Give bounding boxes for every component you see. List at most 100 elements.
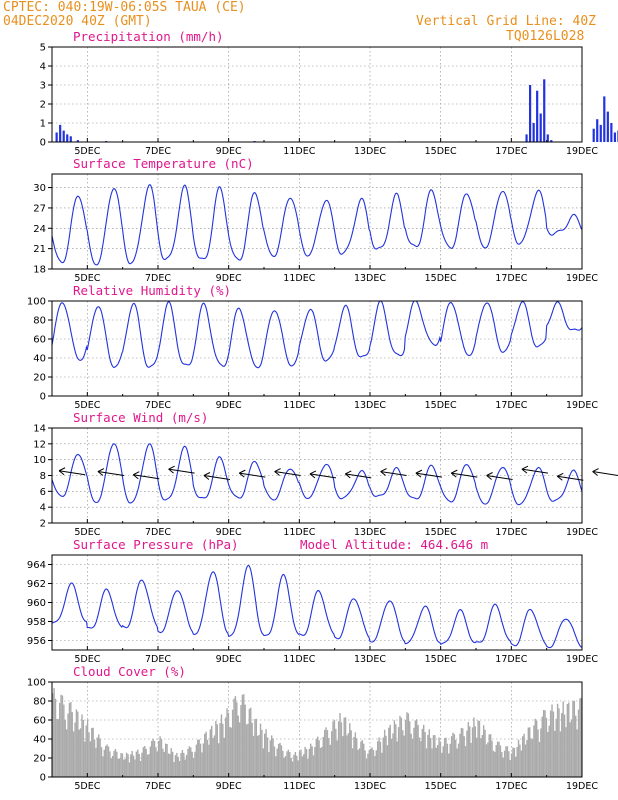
cloud-bar — [531, 739, 534, 777]
y-tick-label: 3 — [40, 81, 46, 92]
cloud-bar — [227, 712, 230, 777]
precip-bar — [529, 85, 532, 142]
cloud-bar — [291, 761, 294, 777]
cloud-bar — [237, 715, 239, 777]
cloud-bar — [202, 743, 205, 777]
cloud-bar — [158, 740, 160, 777]
cloud-bar — [169, 754, 171, 777]
cloud-bar — [131, 750, 133, 777]
cloud-bar — [219, 723, 221, 777]
cloud-bar — [390, 738, 393, 777]
cloud-bar — [194, 751, 196, 777]
cloud-bar — [492, 750, 495, 777]
x-tick-label: 15DEC — [425, 273, 457, 284]
cloud-bar — [474, 726, 477, 777]
cloud-bar — [118, 758, 121, 777]
cloud-bar — [464, 746, 467, 777]
cloud-bar — [52, 693, 54, 777]
cloud-bar — [580, 697, 583, 777]
x-tick-label: 13DEC — [354, 527, 386, 538]
cloud-bar — [416, 719, 418, 777]
cloud-bar — [206, 739, 209, 777]
cloud-bar — [60, 694, 62, 777]
cloud-bar — [563, 714, 566, 777]
cloud-bar — [284, 756, 287, 777]
precip-bar — [532, 123, 535, 142]
precip-bar — [613, 132, 616, 142]
cloud-bar — [233, 698, 235, 777]
cloud-bar — [449, 743, 451, 777]
x-tick-label: 17DEC — [495, 654, 527, 665]
cloud-bar — [538, 742, 541, 777]
wind-arrow — [168, 468, 195, 474]
cloud-bar — [265, 729, 267, 777]
cloud-bar — [397, 727, 400, 777]
cloud-bar — [407, 713, 410, 777]
cloud-bar — [137, 749, 139, 777]
cloud-bar — [367, 753, 369, 777]
panel-title: Cloud Cover (%) — [73, 664, 186, 679]
cloud-bar — [307, 758, 309, 777]
cloud-bar — [270, 735, 273, 777]
cloud-bar — [188, 746, 191, 777]
cloud-bar — [205, 731, 207, 777]
cloud-bar — [84, 741, 86, 777]
cloud-bar — [109, 751, 111, 777]
cloud-bar — [466, 730, 468, 777]
cloud-bar — [372, 749, 375, 777]
x-tick-label: 7DEC — [145, 781, 171, 792]
cloud-bar — [470, 743, 472, 777]
panel-title: Surface Wind (m/s) — [73, 410, 208, 425]
cloud-bar — [510, 753, 513, 777]
wind-arrow — [58, 470, 86, 476]
cloud-bar — [96, 737, 99, 777]
cloud-bar — [339, 713, 341, 777]
cloud-bar — [579, 698, 581, 777]
cloud-bar — [148, 754, 150, 777]
cloud-bar — [72, 731, 75, 777]
wind-arrow — [380, 471, 407, 477]
cloud-bar — [375, 750, 377, 777]
cloud-bar — [523, 733, 525, 777]
x-tick-label: 19DEC — [566, 400, 598, 411]
cloud-bar — [236, 702, 238, 777]
cloud-bar — [385, 735, 387, 777]
cloud-bar — [247, 723, 249, 777]
wind-arrow — [133, 474, 160, 480]
cloud-bar — [213, 735, 216, 777]
precip-bar — [76, 140, 79, 142]
cloud-bar — [201, 752, 203, 777]
cloud-bar — [448, 753, 450, 777]
cloud-bar — [347, 733, 350, 777]
cloud-bar — [95, 747, 97, 777]
cloud-bar — [370, 748, 372, 777]
cloud-bar — [163, 751, 165, 777]
x-tick-label: 15DEC — [425, 146, 457, 157]
cloud-bar — [259, 723, 262, 777]
y-tick-label: 8 — [40, 471, 46, 482]
cloud-bar — [443, 738, 446, 777]
cloud-bar — [496, 741, 499, 777]
cloud-bar — [79, 728, 82, 777]
cloud-bar — [551, 704, 553, 777]
x-tick-label: 11DEC — [283, 527, 315, 538]
precip-bar — [59, 124, 62, 142]
wind-arrow-head — [592, 468, 599, 476]
cloud-bar — [86, 719, 89, 777]
x-tick-label: 15DEC — [425, 527, 457, 538]
cloud-bar — [164, 743, 167, 777]
x-tick-label: 15DEC — [425, 400, 457, 411]
cloud-bar — [132, 755, 135, 777]
cloud-bar — [120, 753, 122, 777]
cloud-bar — [81, 714, 83, 777]
panel-title: Precipitation (mm/h) — [73, 29, 224, 44]
cloud-bar — [171, 751, 174, 777]
cloud-bar — [527, 727, 530, 777]
cloud-bar — [244, 704, 246, 777]
cloud-bar — [471, 727, 474, 777]
cloud-bar — [409, 721, 411, 777]
cloud-bar — [198, 739, 200, 777]
cloud-bar — [404, 719, 407, 777]
cloud-bar — [294, 752, 297, 777]
cloud-bar — [257, 735, 259, 777]
